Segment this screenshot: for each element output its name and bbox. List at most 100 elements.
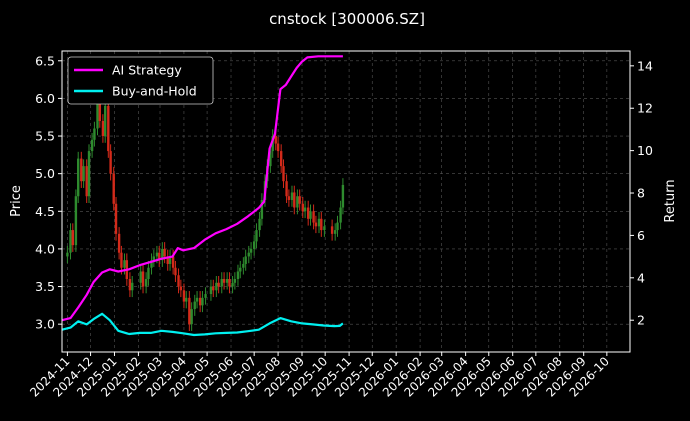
candle-body <box>163 248 166 257</box>
candle-body <box>198 297 202 306</box>
candle-body <box>209 286 213 295</box>
candle-body <box>303 207 307 212</box>
candle-body <box>117 233 121 253</box>
candle-body <box>112 173 115 204</box>
candle-body <box>252 241 256 249</box>
legend-box <box>67 56 214 105</box>
candle-body <box>282 166 285 182</box>
candle-body <box>269 151 272 167</box>
candle-body <box>98 102 102 121</box>
candle-body <box>296 196 299 208</box>
candle-body <box>290 192 294 200</box>
candle-body <box>204 294 207 298</box>
candle-body <box>185 297 188 302</box>
candle-body <box>77 158 80 197</box>
candle-body <box>69 230 72 253</box>
y2-tick-label: 10 <box>637 143 653 158</box>
candle-body <box>147 267 150 280</box>
candle-body <box>155 252 159 257</box>
candle-body <box>74 196 78 246</box>
candle-body <box>120 252 123 268</box>
candle-body <box>312 211 315 223</box>
candle-body <box>128 279 132 291</box>
candle-body <box>317 218 321 227</box>
candle-body <box>141 271 145 287</box>
plot-frame <box>61 50 631 353</box>
candle-body <box>247 252 250 257</box>
candle-body <box>104 105 107 137</box>
series-line-0 <box>61 55 343 322</box>
candle-body <box>330 226 334 234</box>
candle-body <box>80 158 83 182</box>
candle-body <box>174 267 177 276</box>
y2-tick-label: 8 <box>637 186 645 201</box>
candle-body <box>220 279 223 287</box>
candle-body <box>244 256 247 264</box>
y2-tick-label: 14 <box>637 58 653 73</box>
candle-body <box>215 282 218 291</box>
candle-body <box>107 105 110 152</box>
candle-body <box>150 260 153 268</box>
y-tick-label: 6.5 <box>35 53 55 68</box>
candle-body <box>339 207 342 223</box>
candle-body <box>279 151 283 167</box>
candle-body <box>217 282 220 287</box>
candle-body <box>71 230 75 246</box>
y-tick-label: 3.5 <box>35 279 55 294</box>
candle-body <box>341 184 345 208</box>
candle-body <box>87 151 91 197</box>
candle-body <box>258 218 261 231</box>
candle-body <box>276 143 280 152</box>
legend: AI Strategy Buy-and-Hold <box>67 56 214 105</box>
y2-axis-label: Return <box>663 179 678 222</box>
candle-body <box>114 203 118 234</box>
candle-body <box>82 166 85 182</box>
candle-body <box>242 263 245 268</box>
candle-body <box>255 230 258 242</box>
legend-label: Buy-and-Hold <box>112 84 197 99</box>
candle-body <box>287 196 291 200</box>
y2-tick-label: 4 <box>637 270 645 285</box>
candle-body <box>96 102 99 129</box>
candle-body <box>201 297 204 306</box>
y-tick-label: 6.0 <box>35 91 55 106</box>
candle-body <box>188 297 191 325</box>
y-tick-label: 3.0 <box>35 317 55 332</box>
candle-body <box>271 136 274 152</box>
y-axis-left: 3.0 3.5 4.0 4.5 5.0 5.5 6.0 6.5 <box>35 53 62 332</box>
candle-body <box>195 297 199 302</box>
candle-body <box>231 282 234 287</box>
candlestick-series <box>66 95 345 331</box>
candle-body <box>101 120 105 137</box>
candle-body <box>182 290 186 302</box>
candle-body <box>212 286 215 291</box>
candle-body <box>85 166 88 197</box>
candle-body <box>314 222 318 227</box>
candle-body <box>260 199 264 219</box>
candle-body <box>152 256 156 261</box>
candle-body <box>66 252 69 257</box>
y-axis-label: Price <box>9 185 24 217</box>
candle-body <box>109 151 112 174</box>
candle-body <box>131 282 134 291</box>
candle-body <box>285 181 288 197</box>
candle-body <box>293 192 296 208</box>
candle-body <box>336 222 339 231</box>
candle-body <box>166 256 169 264</box>
candle-body <box>190 309 193 325</box>
candle-body <box>333 230 337 234</box>
candle-body <box>249 248 253 253</box>
line-series <box>61 55 344 337</box>
candle-body <box>236 271 240 280</box>
y-tick-label: 5.0 <box>35 166 55 181</box>
chart-title: cnstock [300006.SZ] <box>269 10 425 28</box>
candle-body <box>161 248 164 261</box>
legend-label: AI Strategy <box>112 63 182 78</box>
candle-body <box>158 252 161 261</box>
candle-body <box>222 279 226 283</box>
candle-body <box>323 226 326 231</box>
candle-body <box>123 260 126 268</box>
candle-body <box>171 256 175 268</box>
candle-body <box>225 279 229 283</box>
